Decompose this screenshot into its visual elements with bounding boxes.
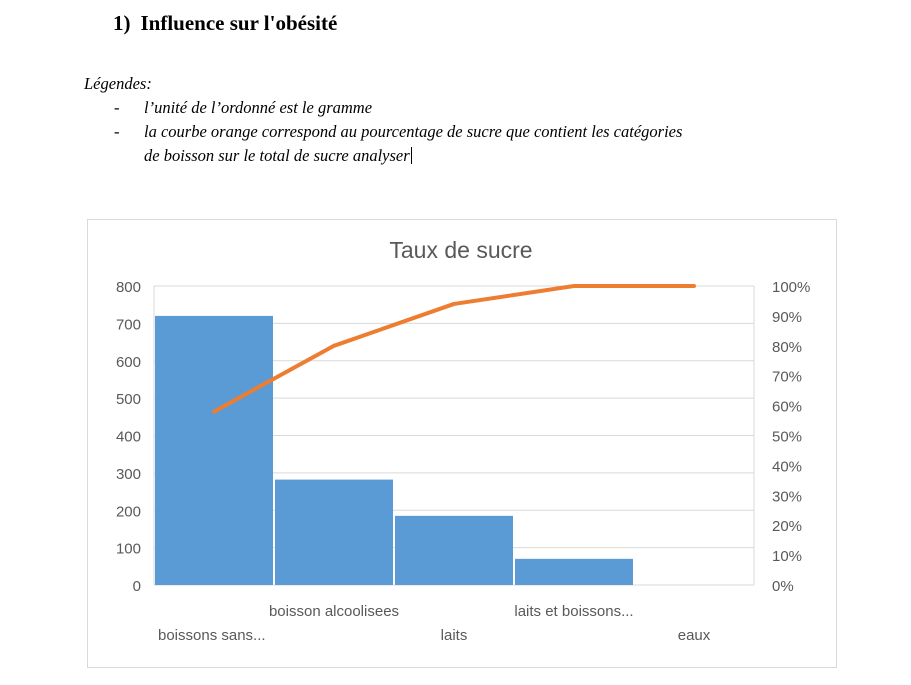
text-cursor: [410, 147, 412, 164]
y-tick-label: 600: [116, 354, 141, 371]
bar: [515, 558, 633, 585]
x-category-label: boisson alcoolisees: [269, 603, 399, 620]
y-tick-label: 500: [116, 391, 141, 408]
bar: [395, 515, 513, 585]
y2-tick-label: 20%: [772, 518, 802, 535]
y-tick-label: 300: [116, 466, 141, 483]
y2-tick-label: 40%: [772, 458, 802, 475]
y2-tick-label: 90%: [772, 309, 802, 326]
sugar-chart: Taux de sucre 0100200300400500600700800 …: [116, 237, 810, 644]
section-title: Influence sur l'obésité: [140, 11, 338, 35]
y-tick-label: 700: [116, 316, 141, 333]
y-tick-label: 200: [116, 503, 141, 520]
y2-tick-label: 70%: [772, 369, 802, 386]
x-category-label: eaux: [678, 627, 711, 644]
bar: [155, 315, 273, 585]
y-tick-label: 400: [116, 429, 141, 446]
legend-item: l’unité de l’ordonné est le gramme: [84, 96, 844, 120]
legend-notes: Légendes: l’unité de l’ordonné est le gr…: [84, 72, 844, 168]
legend-list: l’unité de l’ordonné est le gramme la co…: [84, 96, 844, 168]
x-category-label: laits et boissons...: [514, 603, 633, 620]
y2-tick-label: 0%: [772, 578, 794, 595]
legend-label: Légendes:: [84, 74, 152, 93]
y-tick-label: 100: [116, 541, 141, 558]
y2-tick-label: 50%: [772, 429, 802, 446]
legend-item: la courbe orange correspond au pourcenta…: [84, 120, 844, 168]
y2-tick-label: 10%: [772, 548, 802, 565]
y-tick-label: 0: [133, 578, 141, 595]
bar: [275, 479, 393, 585]
legend-item-continuation: de boisson sur le total de sucre analyse…: [144, 146, 410, 165]
chart-frame: Taux de sucre 0 100 200 300 400 500 600 700 800 …: [87, 219, 837, 668]
chart-title: Taux de sucre: [389, 237, 532, 263]
y2-tick-label: 30%: [772, 488, 802, 505]
y2-tick-label: 100%: [772, 279, 810, 296]
y-tick-label: 800: [116, 279, 141, 296]
section-number: 1): [113, 11, 131, 35]
y2-tick-label: 80%: [772, 339, 802, 356]
cumulative-percentage-line: [212, 284, 696, 414]
x-category-label: boissons sans...: [158, 627, 266, 644]
section-heading: 1) Influence sur l'obésité: [113, 11, 337, 36]
y2-tick-label: 60%: [772, 399, 802, 416]
x-category-label: laits: [441, 627, 468, 644]
